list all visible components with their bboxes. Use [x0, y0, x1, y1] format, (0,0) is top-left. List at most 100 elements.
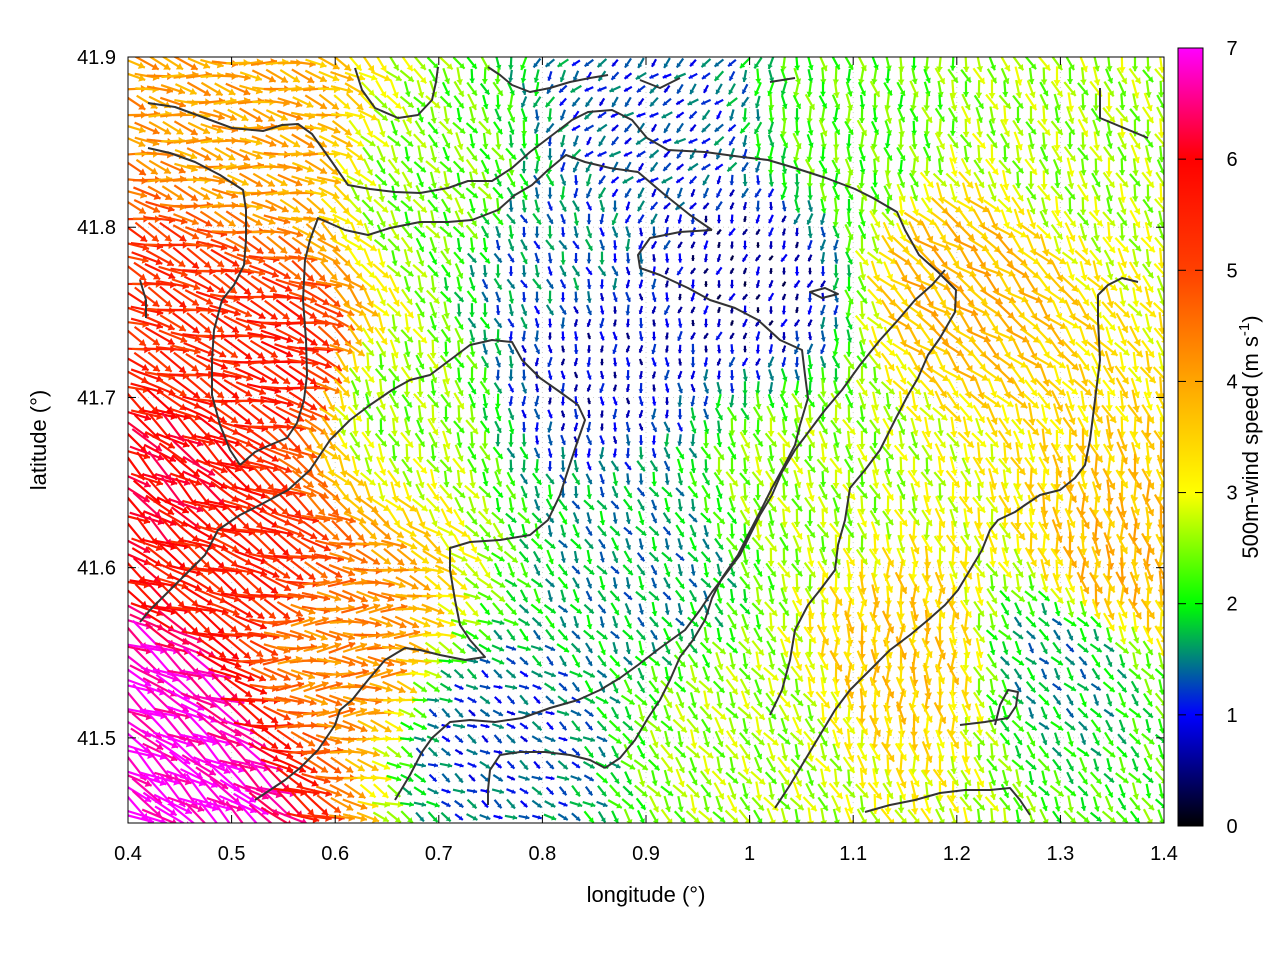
- wind-arrow: [885, 57, 892, 72]
- wind-arrow-head: [545, 101, 551, 108]
- wind-arrow: [1051, 300, 1063, 320]
- wind-arrow-head: [637, 63, 643, 68]
- wind-arrow: [495, 94, 502, 110]
- wind-arrow: [1143, 92, 1153, 112]
- wind-arrow: [159, 285, 187, 309]
- wind-arrow: [728, 147, 736, 161]
- wind-arrow-head: [923, 105, 931, 111]
- wind-arrow: [532, 213, 542, 225]
- wind-arrow: [507, 82, 515, 96]
- wind-arrow: [572, 240, 580, 250]
- wind-arrow: [713, 58, 725, 68]
- wind-arrow: [584, 238, 594, 252]
- wind-arrow: [911, 132, 918, 150]
- wind-arrow: [691, 319, 695, 327]
- wind-arrow: [357, 109, 379, 121]
- wind-arrow: [469, 133, 476, 149]
- wind-arrow-head: [965, 76, 971, 83]
- wind-arrow: [1129, 108, 1141, 122]
- wind-arrow: [427, 186, 439, 200]
- wind-arrow: [1145, 80, 1152, 98]
- wind-arrow-head: [1027, 183, 1035, 189]
- wind-arrow: [701, 123, 711, 133]
- wind-arrow: [376, 145, 386, 163]
- wind-arrow: [612, 253, 618, 263]
- wind-arrow-head: [846, 286, 852, 292]
- wind-arrow: [755, 279, 761, 289]
- wind-arrow: [702, 202, 710, 210]
- wind-arrow: [677, 241, 683, 249]
- wind-arrow-head: [381, 114, 388, 121]
- wind-arrow: [558, 84, 568, 94]
- wind-arrow: [818, 160, 828, 174]
- wind-arrow: [716, 110, 722, 120]
- wind-arrow: [560, 317, 566, 329]
- wind-arrow-head: [586, 220, 592, 225]
- wind-arrow: [858, 146, 866, 162]
- wind-arrow-head: [638, 324, 644, 329]
- wind-arrow: [225, 82, 251, 96]
- wind-arrow: [456, 67, 463, 85]
- wind-arrow: [572, 135, 579, 147]
- wind-arrow: [399, 95, 415, 109]
- wind-arrow-head: [456, 79, 463, 85]
- wind-arrow-head: [395, 75, 402, 81]
- wind-arrow: [376, 210, 386, 228]
- wind-arrow-head: [846, 90, 853, 97]
- wind-arrow: [923, 68, 931, 84]
- wind-arrow: [585, 187, 593, 199]
- wind-arrow: [717, 241, 721, 249]
- wind-arrow: [729, 202, 735, 210]
- wind-arrow: [624, 96, 632, 108]
- wind-arrow-head: [483, 64, 490, 71]
- wind-arrow-head: [635, 74, 641, 80]
- wind-arrow: [412, 198, 428, 214]
- wind-arrow-head: [280, 113, 288, 121]
- wind-arrow: [128, 137, 146, 148]
- wind-arrow-head: [767, 90, 773, 96]
- wind-arrow: [521, 120, 528, 136]
- wind-arrow: [650, 58, 658, 68]
- wind-arrow: [584, 150, 594, 158]
- wind-arrow: [716, 280, 722, 288]
- wind-arrow: [375, 79, 387, 99]
- wind-arrow-head: [150, 101, 158, 109]
- wind-arrow-head: [586, 285, 592, 290]
- wind-arrow-head: [547, 89, 552, 94]
- wind-arrow: [831, 94, 841, 110]
- wind-arrow: [586, 252, 592, 264]
- wind-arrow: [1079, 223, 1088, 241]
- wind-arrow-head: [358, 112, 365, 120]
- wind-arrow-head: [1056, 90, 1063, 97]
- wind-arrow: [252, 172, 276, 188]
- wind-arrow: [794, 266, 800, 276]
- wind-arrow-head: [292, 75, 300, 83]
- wind-arrow: [347, 198, 363, 214]
- wind-arrow-head: [243, 88, 251, 96]
- wind-arrow: [807, 225, 813, 239]
- wind-arrow: [649, 112, 659, 118]
- wind-arrow: [755, 175, 761, 185]
- wind-arrow-head: [1028, 78, 1035, 85]
- wind-arrow: [304, 69, 328, 83]
- wind-arrow-head: [729, 245, 734, 249]
- wind-arrow: [897, 159, 904, 175]
- wind-arrow: [455, 132, 464, 150]
- wind-arrow-head: [886, 89, 893, 96]
- wind-arrow: [452, 121, 466, 135]
- wind-arrow: [199, 110, 225, 121]
- wind-arrow: [135, 85, 159, 94]
- wind-arrow-head: [332, 74, 340, 82]
- wind-arrow-head: [703, 323, 709, 328]
- wind-arrow: [521, 226, 527, 238]
- wind-arrow: [845, 236, 852, 254]
- wind-arrow: [239, 107, 263, 123]
- wind-arrow: [767, 81, 775, 97]
- wind-arrow: [648, 149, 660, 159]
- wind-arrow: [664, 280, 669, 288]
- wind-arrow: [675, 98, 685, 106]
- wind-arrow-head: [520, 64, 526, 70]
- wind-arrow: [377, 312, 386, 334]
- wind-arrow: [466, 81, 478, 97]
- wind-arrow: [832, 185, 840, 201]
